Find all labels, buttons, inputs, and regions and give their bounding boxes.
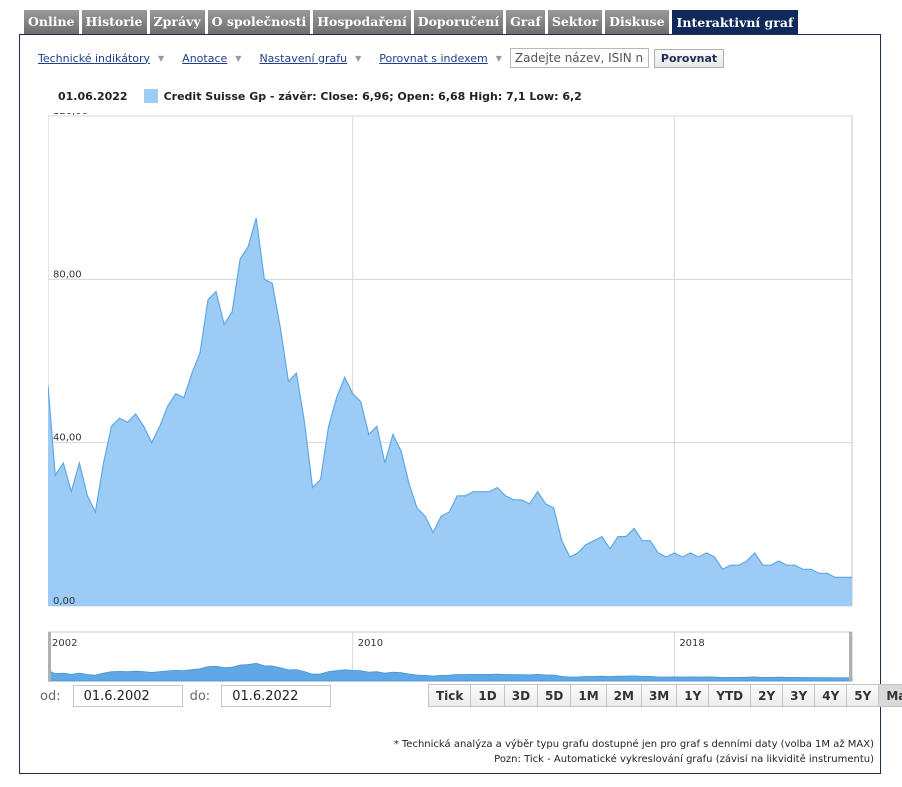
tab-online[interactable]: Online: [24, 10, 79, 34]
chart-panel: Technické indikátory ▼ Anotace ▼ Nastave…: [19, 34, 902, 774]
period-2m-button[interactable]: 2M: [606, 684, 642, 707]
note-line-1: * Technická analýza a výběr typu grafu d…: [393, 739, 874, 750]
tab-historie[interactable]: Historie: [81, 10, 147, 34]
legend-swatch: [143, 89, 158, 103]
legend-date: 01.06.2022: [58, 89, 128, 103]
period-3d-button[interactable]: 3D: [504, 684, 539, 707]
annotations-menu[interactable]: Anotace: [182, 51, 228, 65]
period-tick-button[interactable]: Tick: [428, 684, 472, 707]
period-5y-button[interactable]: 5Y: [847, 684, 880, 707]
period-5d-button[interactable]: 5D: [538, 684, 572, 707]
navigator-year-label: 2002: [52, 638, 77, 649]
period-selector: Tick 1D 3D 5D 1M 2M 3M 1Y YTD 2Y 3Y 4Y 5…: [428, 684, 902, 707]
to-label: do:: [189, 688, 211, 704]
tab-diskuse[interactable]: Diskuse: [605, 10, 669, 34]
series-line: [48, 217, 852, 578]
y-tick-label: 80,00: [53, 269, 82, 280]
compare-button[interactable]: Porovnat: [653, 48, 725, 68]
navigator-handle-left: [48, 632, 51, 681]
from-label: od:: [40, 688, 61, 704]
chart-legend: 01.06.2022 Credit Suisse Gp - závěr: Clo…: [58, 87, 582, 105]
from-date-input[interactable]: [72, 685, 183, 707]
legend-text: Credit Suisse Gp - závěr: Close: 6,96; O…: [163, 89, 582, 103]
navigator-handle-right: [849, 632, 852, 681]
navigator-year-label: 2018: [679, 638, 704, 649]
to-date-input[interactable]: [221, 685, 332, 707]
chart-settings-menu[interactable]: Nastavení grafu: [259, 51, 348, 65]
period-1d-button[interactable]: 1D: [471, 684, 505, 707]
chevron-down-icon[interactable]: ▼: [158, 53, 165, 63]
period-1m-button[interactable]: 1M: [571, 684, 607, 707]
tab-hospodareni[interactable]: Hospodaření: [313, 10, 411, 34]
navigator-year-label: 2010: [358, 638, 383, 649]
y-tick-label: 120,00: [53, 113, 88, 117]
period-2y-button[interactable]: 2Y: [751, 684, 784, 707]
period-1y-button[interactable]: 1Y: [677, 684, 710, 707]
period-3m-button[interactable]: 3M: [641, 684, 678, 707]
y-tick-label: 40,00: [53, 433, 82, 444]
chevron-down-icon[interactable]: ▼: [495, 53, 502, 63]
tab-sektor[interactable]: Sektor: [547, 10, 603, 34]
tab-interaktivni-graf[interactable]: Interaktivní graf: [671, 10, 799, 35]
tab-zpravy[interactable]: Zprávy: [149, 10, 205, 34]
date-range: od: do:: [40, 684, 332, 708]
tab-o-spolecnosti[interactable]: O společnosti: [207, 10, 311, 34]
series-area: [48, 218, 852, 606]
chart-notes: * Technická analýza a výběr typu grafu d…: [394, 737, 874, 767]
tab-graf[interactable]: Graf: [506, 10, 545, 34]
tab-doporuceni[interactable]: Doporučení: [413, 10, 504, 34]
chevron-down-icon[interactable]: ▼: [355, 53, 362, 63]
compare-index-menu[interactable]: Porovnat s indexem: [379, 51, 488, 65]
y-tick-label: 0,00: [53, 596, 75, 607]
navigator-series: [48, 662, 853, 682]
compare-search-input[interactable]: [509, 48, 649, 68]
period-3y-button[interactable]: 3Y: [783, 684, 816, 707]
period-ytd-button[interactable]: YTD: [709, 684, 752, 707]
chart-toolbar: Technické indikátory ▼ Anotace ▼ Nastave…: [38, 47, 725, 69]
period-4y-button[interactable]: 4Y: [815, 684, 848, 707]
period-max-button[interactable]: Max: [879, 684, 902, 707]
price-chart[interactable]: 0,00 40,00 80,00 120,00 2002 2010 2018: [48, 113, 854, 683]
note-line-2: Pozn: Tick - Automatické vykreslování gr…: [494, 754, 874, 765]
chevron-down-icon[interactable]: ▼: [235, 53, 242, 63]
indicators-menu[interactable]: Technické indikátory: [38, 51, 151, 65]
tab-bar: Online Historie Zprávy O společnosti Hos…: [24, 10, 799, 35]
